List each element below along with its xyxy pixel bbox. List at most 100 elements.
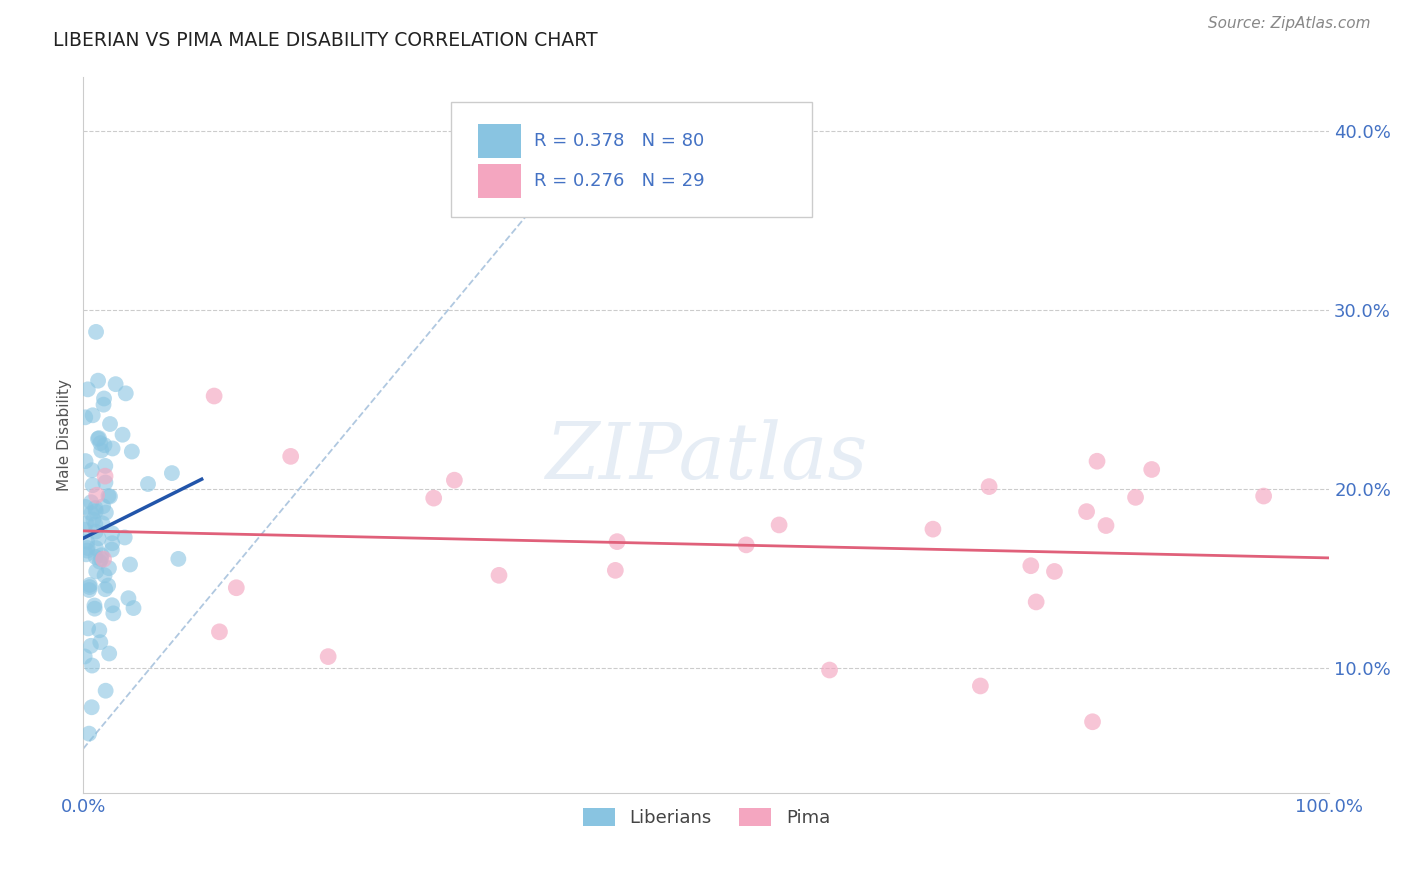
Text: LIBERIAN VS PIMA MALE DISABILITY CORRELATION CHART: LIBERIAN VS PIMA MALE DISABILITY CORRELA…	[53, 31, 598, 50]
Point	[75, 547, 97, 561]
Point	[101, 442, 124, 456]
Point	[735, 538, 758, 552]
Point	[225, 581, 247, 595]
Point	[84, 524, 107, 539]
Point	[79, 580, 101, 594]
Point	[90, 552, 112, 566]
Point	[98, 417, 121, 431]
Text: ZIPatlas: ZIPatlas	[546, 418, 868, 495]
Point	[117, 591, 139, 606]
FancyBboxPatch shape	[451, 103, 813, 217]
Point	[98, 647, 121, 661]
Point	[94, 683, 117, 698]
Point	[80, 639, 103, 653]
Point	[77, 621, 100, 635]
Point	[80, 700, 103, 714]
Point	[977, 480, 1000, 494]
Point	[75, 516, 97, 531]
Point	[1085, 454, 1108, 468]
Point	[94, 458, 117, 473]
Y-axis label: Male Disability: Male Disability	[58, 379, 72, 491]
Point	[82, 409, 104, 423]
Point	[101, 526, 124, 541]
Point	[82, 478, 104, 492]
Point	[1025, 595, 1047, 609]
Point	[76, 543, 98, 558]
Point	[79, 578, 101, 592]
Point	[605, 563, 627, 577]
Point	[97, 578, 120, 592]
Point	[87, 432, 110, 446]
Point	[443, 473, 465, 487]
Point	[316, 649, 339, 664]
Point	[84, 517, 107, 532]
Point	[87, 531, 110, 545]
Point	[75, 500, 97, 514]
Legend: Liberians, Pima: Liberians, Pima	[575, 801, 837, 834]
Point	[1095, 518, 1118, 533]
Point	[103, 607, 125, 621]
Point	[80, 495, 103, 509]
Point	[83, 601, 105, 615]
Point	[84, 500, 107, 515]
Point	[84, 565, 107, 579]
Point	[89, 555, 111, 569]
Point	[122, 601, 145, 615]
Point	[104, 377, 127, 392]
Point	[76, 534, 98, 549]
Point	[94, 475, 117, 490]
Point	[422, 491, 444, 505]
Point	[1253, 489, 1275, 503]
Point	[101, 536, 124, 550]
Point	[89, 635, 111, 649]
Point	[202, 389, 225, 403]
Point	[84, 325, 107, 339]
Point	[84, 549, 107, 564]
Point	[91, 500, 114, 514]
Point	[80, 463, 103, 477]
Point	[89, 436, 111, 450]
Point	[90, 549, 112, 563]
Point	[75, 454, 97, 468]
Text: Source: ZipAtlas.com: Source: ZipAtlas.com	[1208, 16, 1371, 31]
Point	[89, 624, 111, 638]
Point	[114, 531, 136, 545]
FancyBboxPatch shape	[478, 164, 520, 198]
Point	[1081, 714, 1104, 729]
Point	[73, 649, 96, 664]
Point	[93, 568, 115, 582]
Point	[97, 561, 120, 575]
Point	[91, 516, 114, 531]
Point	[76, 382, 98, 396]
Point	[77, 582, 100, 597]
Point	[90, 443, 112, 458]
Point	[73, 523, 96, 537]
Point	[136, 477, 159, 491]
Point	[1019, 558, 1042, 573]
Point	[93, 398, 115, 412]
Point	[80, 506, 103, 520]
Point	[208, 624, 231, 639]
Point	[167, 552, 190, 566]
Point	[76, 541, 98, 555]
Point	[84, 504, 107, 518]
Point	[75, 410, 97, 425]
Point	[969, 679, 991, 693]
Point	[82, 512, 104, 526]
Point	[93, 438, 115, 452]
Point	[94, 469, 117, 483]
Point	[86, 488, 108, 502]
Point	[97, 489, 120, 503]
Point	[121, 444, 143, 458]
Point	[101, 542, 124, 557]
Point	[98, 490, 121, 504]
Point	[160, 466, 183, 480]
Point	[87, 374, 110, 388]
Text: R = 0.276   N = 29: R = 0.276 N = 29	[534, 172, 704, 190]
Point	[84, 541, 107, 555]
Point	[1043, 565, 1066, 579]
Point	[114, 386, 136, 401]
Point	[94, 506, 117, 520]
Point	[93, 392, 115, 406]
Point	[118, 558, 141, 572]
